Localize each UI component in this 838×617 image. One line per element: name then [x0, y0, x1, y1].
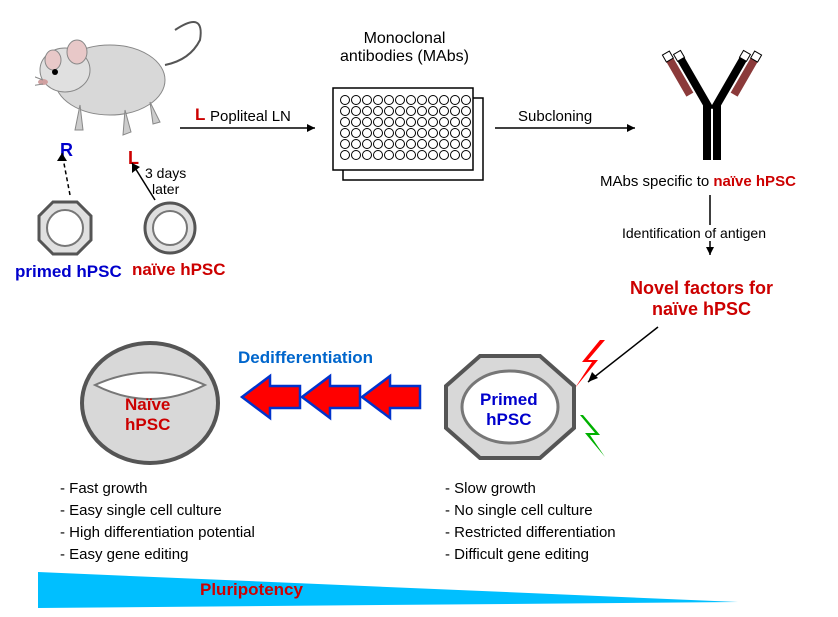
naive-props-list: - Fast growth - Easy single cell culture…	[60, 478, 255, 566]
primed-prop-3: - Difficult gene editing	[445, 544, 616, 566]
mabs-specific-prefix: MAbs specific to	[600, 173, 713, 190]
identification-label: Identification of antigen	[620, 225, 768, 241]
pluripotency-label: Pluripotency	[200, 580, 303, 600]
primed-props-list: - Slow growth - No single cell culture -…	[445, 478, 616, 566]
pluripotency-wedge	[38, 572, 738, 612]
naive-prop-2: - High differentiation potential	[60, 522, 255, 544]
naive-hpsc-label-small: naïve hPSC	[132, 260, 226, 280]
naive-hpsc-cell-small	[142, 200, 198, 256]
mabs-title: Monoclonal antibodies (MAbs)	[340, 30, 469, 66]
primed-prop-0: - Slow growth	[445, 478, 616, 500]
naive-prop-0: - Fast growth	[60, 478, 255, 500]
naive-prop-3: - Easy gene editing	[60, 544, 255, 566]
primed-prop-1: - No single cell culture	[445, 500, 616, 522]
well-plate-icon	[325, 80, 490, 190]
dedifferentiation-label: Dedifferentiation	[238, 348, 373, 368]
primed-prop-2: - Restricted differentiation	[445, 522, 616, 544]
primed-cell-label: Primed hPSC	[480, 390, 538, 430]
naive-cell-label: Naïve hPSC	[125, 395, 170, 435]
antibody-icon	[657, 45, 767, 165]
novel-factors-label: Novel factors for naïve hPSC	[630, 278, 773, 320]
bolt-green-icon	[575, 415, 615, 460]
mabs-specific-highlight: naïve hPSC	[713, 173, 796, 190]
naive-prop-1: - Easy single cell culture	[60, 500, 255, 522]
arrow-to-plate	[180, 118, 325, 138]
primed-hpsc-label-small: primed hPSC	[15, 262, 122, 282]
days-later-label: 3 days later	[145, 165, 186, 197]
primed-hpsc-cell-small	[35, 198, 95, 258]
dediff-arrows-icon	[230, 370, 425, 425]
mabs-specific-text: MAbs specific to naïve hPSC	[600, 173, 796, 190]
arrow-primed-to-mouse	[50, 145, 90, 205]
arrow-subcloning	[495, 118, 645, 138]
